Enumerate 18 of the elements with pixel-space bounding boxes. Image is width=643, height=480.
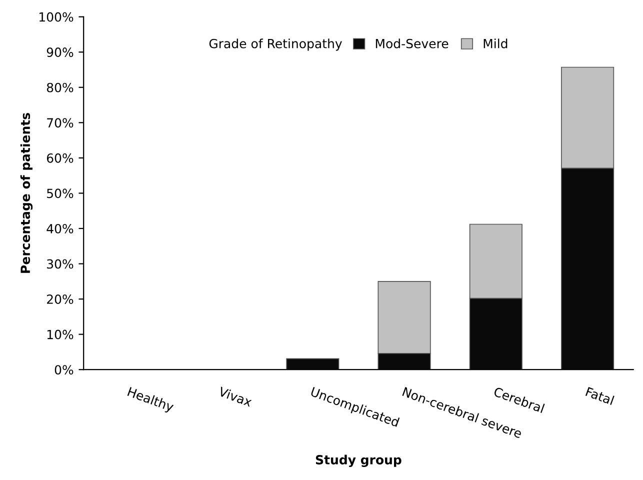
x-tick-label: Vivax (218, 386, 253, 407)
y-axis-title: Percentage of patients (20, 112, 33, 273)
legend-title: Grade of Retinopathy (209, 38, 342, 51)
legend-label: Mod-Severe (376, 38, 448, 48)
y-tick-label: 70% (47, 118, 74, 128)
y-tick-label: 20% (47, 294, 74, 304)
y-tick-label: 50% (47, 188, 74, 198)
y-tick-label: 30% (47, 259, 74, 269)
y-tick-label: 0% (54, 365, 74, 375)
x-tick-label: Fatal (585, 386, 614, 406)
y-tick-label: 80% (46, 82, 74, 92)
y-tick-label: 100% (40, 12, 74, 22)
y-tick-label: 60% (46, 153, 74, 163)
y-tick-label: 90% (46, 48, 74, 58)
x-axis-title: Study group (316, 454, 402, 468)
y-tick-label: 40% (46, 224, 74, 234)
legend-label: Mild (484, 38, 508, 48)
y-tick-label: 10% (47, 330, 74, 340)
